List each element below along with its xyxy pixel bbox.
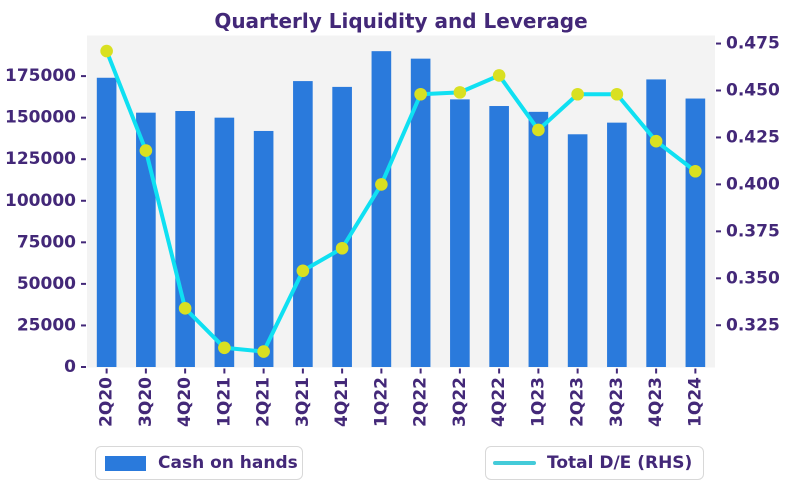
legend-line-swatch xyxy=(493,461,536,465)
x-tick-label: 3Q21 xyxy=(293,377,313,427)
y-left-tick-label: 125000 xyxy=(5,149,76,169)
bar-4Q23 xyxy=(646,79,666,368)
bar-3Q22 xyxy=(450,99,470,368)
legend-cash-on-hands: Cash on hands xyxy=(95,446,303,480)
de-marker-4Q23 xyxy=(649,134,663,148)
de-marker-4Q22 xyxy=(492,69,506,82)
y-left-tick-label: 100000 xyxy=(5,191,76,211)
x-tick-label: 4Q21 xyxy=(332,377,352,427)
bar-4Q20 xyxy=(175,111,195,367)
de-marker-2Q20 xyxy=(100,44,113,58)
x-tick-label: 2Q23 xyxy=(568,377,588,427)
bar-3Q23 xyxy=(607,122,627,367)
x-tick-label: 2Q20 xyxy=(97,377,117,427)
bar-2Q20 xyxy=(96,77,117,367)
x-tick-label: 2Q22 xyxy=(411,377,431,427)
x-tick-label: 1Q22 xyxy=(371,377,391,427)
bar-1Q21 xyxy=(214,117,235,367)
de-marker-3Q21 xyxy=(296,264,310,278)
bar-4Q21 xyxy=(332,86,352,368)
de-marker-3Q23 xyxy=(610,87,624,101)
de-marker-2Q23 xyxy=(571,87,584,101)
de-marker-1Q23 xyxy=(532,123,545,137)
bar-2Q23 xyxy=(567,134,588,367)
bar-1Q24 xyxy=(685,98,706,367)
y-left-tick-label: 0 xyxy=(64,357,76,377)
de-marker-1Q24 xyxy=(689,164,702,178)
y-right-tick-label: 0.375 xyxy=(726,221,780,241)
x-tick-label: 4Q22 xyxy=(489,377,509,427)
legend-bar-swatch xyxy=(105,455,146,471)
x-tick-label: 1Q24 xyxy=(685,377,705,427)
y-right-tick-label: 0.350 xyxy=(726,268,780,288)
y-right-tick-label: 0.450 xyxy=(726,81,780,101)
chart-title: Quarterly Liquidity and Leverage xyxy=(214,9,588,33)
bar-4Q22 xyxy=(489,106,509,368)
de-marker-3Q22 xyxy=(453,86,467,99)
x-tick-label: 4Q20 xyxy=(175,377,195,427)
x-tick-label: 3Q22 xyxy=(450,377,470,427)
x-tick-label: 1Q23 xyxy=(528,377,548,427)
x-tick-label: 4Q23 xyxy=(646,377,666,427)
bar-2Q21 xyxy=(253,130,274,367)
x-tick-label: 3Q23 xyxy=(607,377,627,427)
de-marker-1Q22 xyxy=(375,178,388,191)
legend-total-de: Total D/E (RHS) xyxy=(485,446,704,480)
legend-cash-label: Cash on hands xyxy=(158,453,298,473)
de-marker-3Q20 xyxy=(139,144,153,157)
de-marker-4Q21 xyxy=(335,241,349,255)
bar-2Q22 xyxy=(410,58,431,368)
y-right-tick-label: 0.325 xyxy=(726,315,780,335)
y-right-tick-label: 0.400 xyxy=(726,174,780,194)
bar-1Q22 xyxy=(371,51,392,368)
de-marker-2Q21 xyxy=(257,345,270,358)
x-tick-label: 1Q21 xyxy=(214,377,234,427)
y-left-tick-label: 75000 xyxy=(17,232,76,252)
y-left-tick-label: 50000 xyxy=(17,274,76,294)
x-tick-label: 2Q21 xyxy=(254,377,274,427)
y-left-tick-label: 150000 xyxy=(5,108,76,128)
y-left-tick-label: 175000 xyxy=(5,66,76,86)
bar-3Q21 xyxy=(293,81,313,367)
de-marker-2Q22 xyxy=(414,87,427,101)
de-line xyxy=(104,49,698,354)
x-tick-label: 3Q20 xyxy=(136,377,156,427)
de-marker-1Q21 xyxy=(218,341,231,355)
legend-de-label: Total D/E (RHS) xyxy=(547,453,693,473)
y-right-tick-label: 0.475 xyxy=(726,34,780,54)
de-marker-4Q20 xyxy=(178,302,192,315)
y-right-tick-label: 0.425 xyxy=(726,127,780,147)
bar-1Q23 xyxy=(528,111,549,367)
y-left-tick-label: 25000 xyxy=(17,315,76,335)
